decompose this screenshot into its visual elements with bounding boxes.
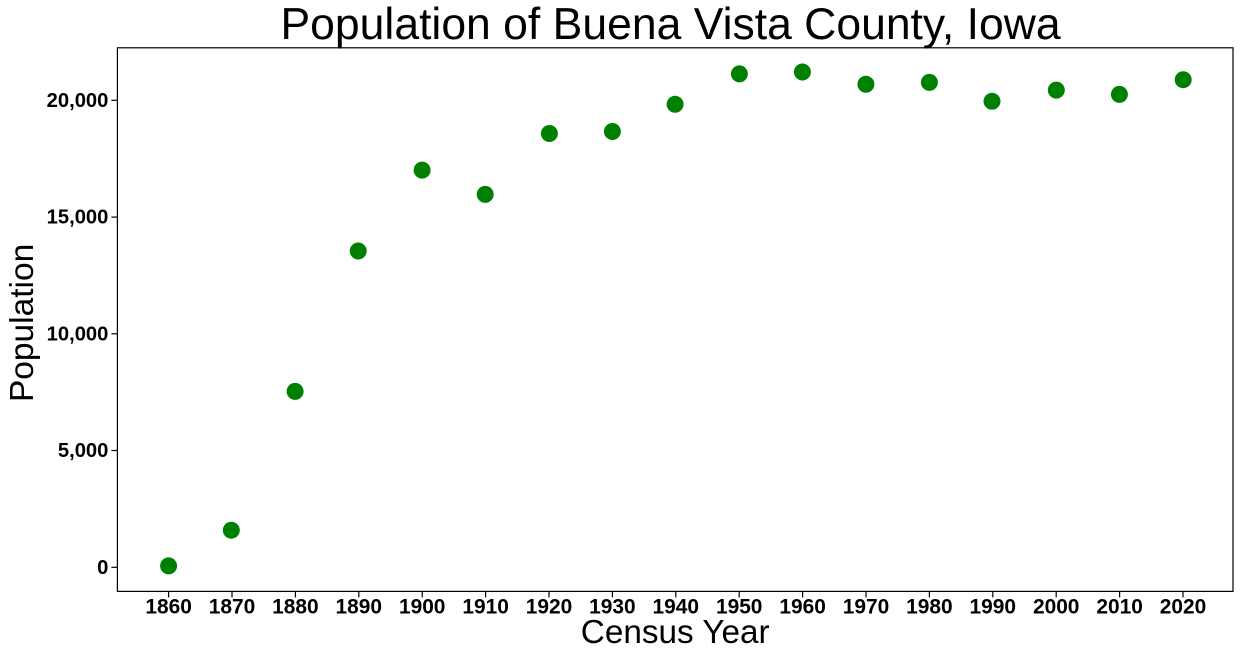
svg-text:2010: 2010 <box>1096 596 1142 619</box>
svg-text:1960: 1960 <box>779 596 825 619</box>
svg-text:1890: 1890 <box>336 596 382 619</box>
svg-text:Census Year: Census Year <box>581 614 770 651</box>
svg-text:1970: 1970 <box>843 596 889 619</box>
svg-text:1910: 1910 <box>462 596 508 619</box>
svg-text:1900: 1900 <box>399 596 445 619</box>
svg-text:20,000: 20,000 <box>47 90 109 112</box>
svg-text:10,000: 10,000 <box>47 323 109 345</box>
svg-text:Population: Population <box>4 244 41 402</box>
svg-text:1870: 1870 <box>209 596 255 619</box>
svg-text:1880: 1880 <box>272 596 318 619</box>
svg-text:0: 0 <box>97 557 108 579</box>
svg-text:1980: 1980 <box>906 596 952 619</box>
svg-text:Population of Buena Vista Coun: Population of Buena Vista County, Iowa <box>281 0 1061 49</box>
svg-text:1920: 1920 <box>526 596 572 619</box>
svg-text:1860: 1860 <box>145 596 191 619</box>
svg-text:1990: 1990 <box>970 596 1016 619</box>
svg-text:2020: 2020 <box>1160 596 1206 619</box>
svg-text:5,000: 5,000 <box>58 440 109 462</box>
svg-text:2000: 2000 <box>1033 596 1079 619</box>
svg-text:15,000: 15,000 <box>47 207 109 229</box>
